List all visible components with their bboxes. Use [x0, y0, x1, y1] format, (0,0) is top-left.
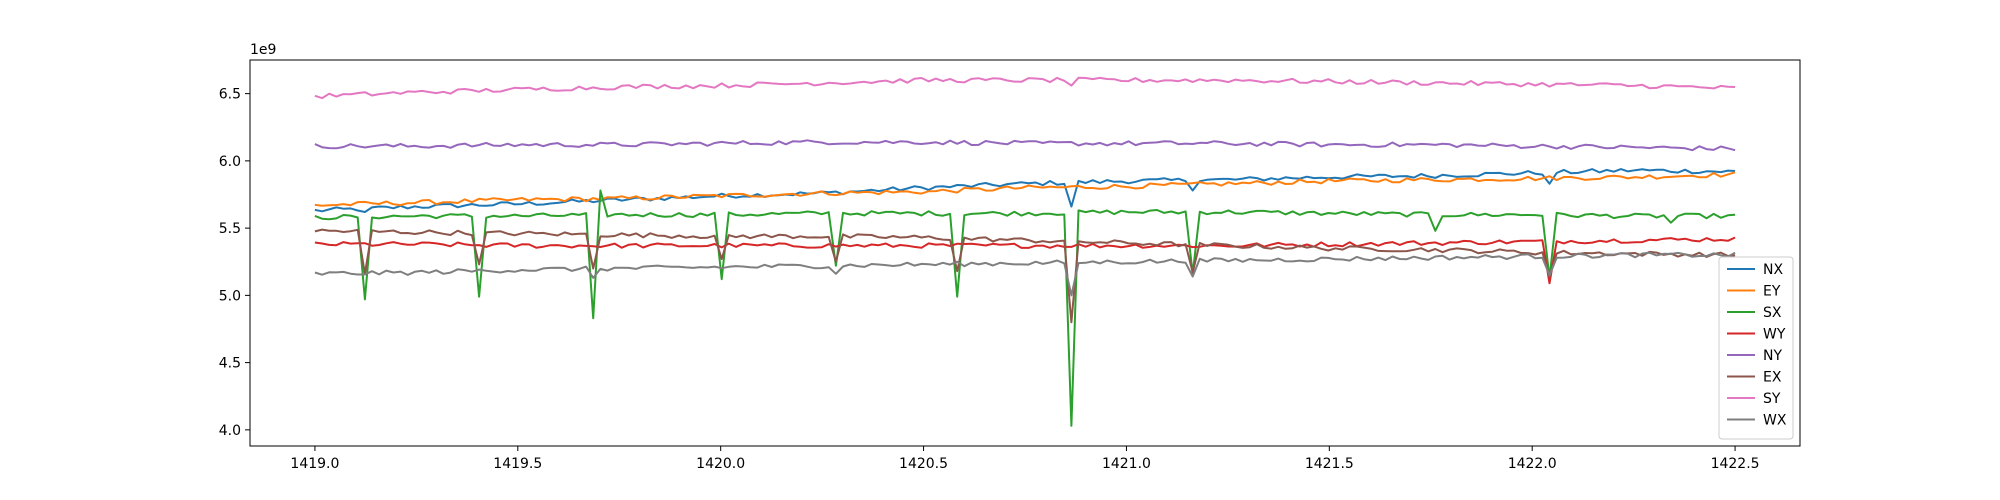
legend-label-ex: EX: [1763, 370, 1782, 386]
y-tick-label: 5.5: [219, 221, 241, 237]
legend-label-wy: WY: [1763, 327, 1786, 343]
y-tick-label: 6.5: [219, 87, 241, 103]
legend-label-sx: SX: [1763, 305, 1782, 321]
x-tick-label: 1422.5: [1711, 456, 1760, 472]
x-tick-label: 1420.5: [899, 456, 948, 472]
legend-label-nx: NX: [1763, 262, 1783, 278]
y-tick-label: 6.0: [219, 154, 241, 170]
x-tick-label: 1419.0: [290, 456, 339, 472]
x-tick-label: 1422.0: [1508, 456, 1557, 472]
y-tick-label: 4.5: [219, 356, 241, 372]
series-line-ey: [314, 171, 1736, 207]
series-line-wy: [314, 236, 1736, 285]
series-line-sy: [314, 76, 1736, 100]
legend: NX EY SX WY NY EX SY WX: [1718, 256, 1794, 440]
series-line-nx: [314, 168, 1736, 213]
x-tick-label: 1420.0: [696, 456, 745, 472]
series-line-sx: [314, 189, 1736, 427]
x-tick-label: 1421.0: [1102, 456, 1151, 472]
x-axis: 1419.0 1419.5 1420.0 1420.5 1421.0 1421.5 1422…: [290, 446, 1760, 472]
axes-frame: [249, 59, 1801, 447]
series-line-ex: [314, 228, 1736, 324]
legend-label-sy: SY: [1763, 391, 1781, 407]
y-tick-label: 4.0: [219, 423, 241, 439]
series-line-wx: [314, 251, 1736, 297]
y-axis: 4.0 4.5 5.0 5.5 6.0 6.5: [219, 87, 250, 439]
y-tick-label: 5.0: [219, 288, 241, 304]
x-tick-label: 1421.5: [1305, 456, 1354, 472]
series-layer: [314, 76, 1736, 427]
y-offset-label: 1e9: [250, 42, 276, 58]
legend-box: [1718, 256, 1794, 440]
legend-label-wx: WX: [1763, 413, 1787, 429]
legend-label-ny: NY: [1763, 348, 1782, 364]
series-line-ny: [314, 139, 1736, 152]
x-tick-label: 1419.5: [493, 456, 542, 472]
legend-label-ey: EY: [1763, 284, 1781, 300]
